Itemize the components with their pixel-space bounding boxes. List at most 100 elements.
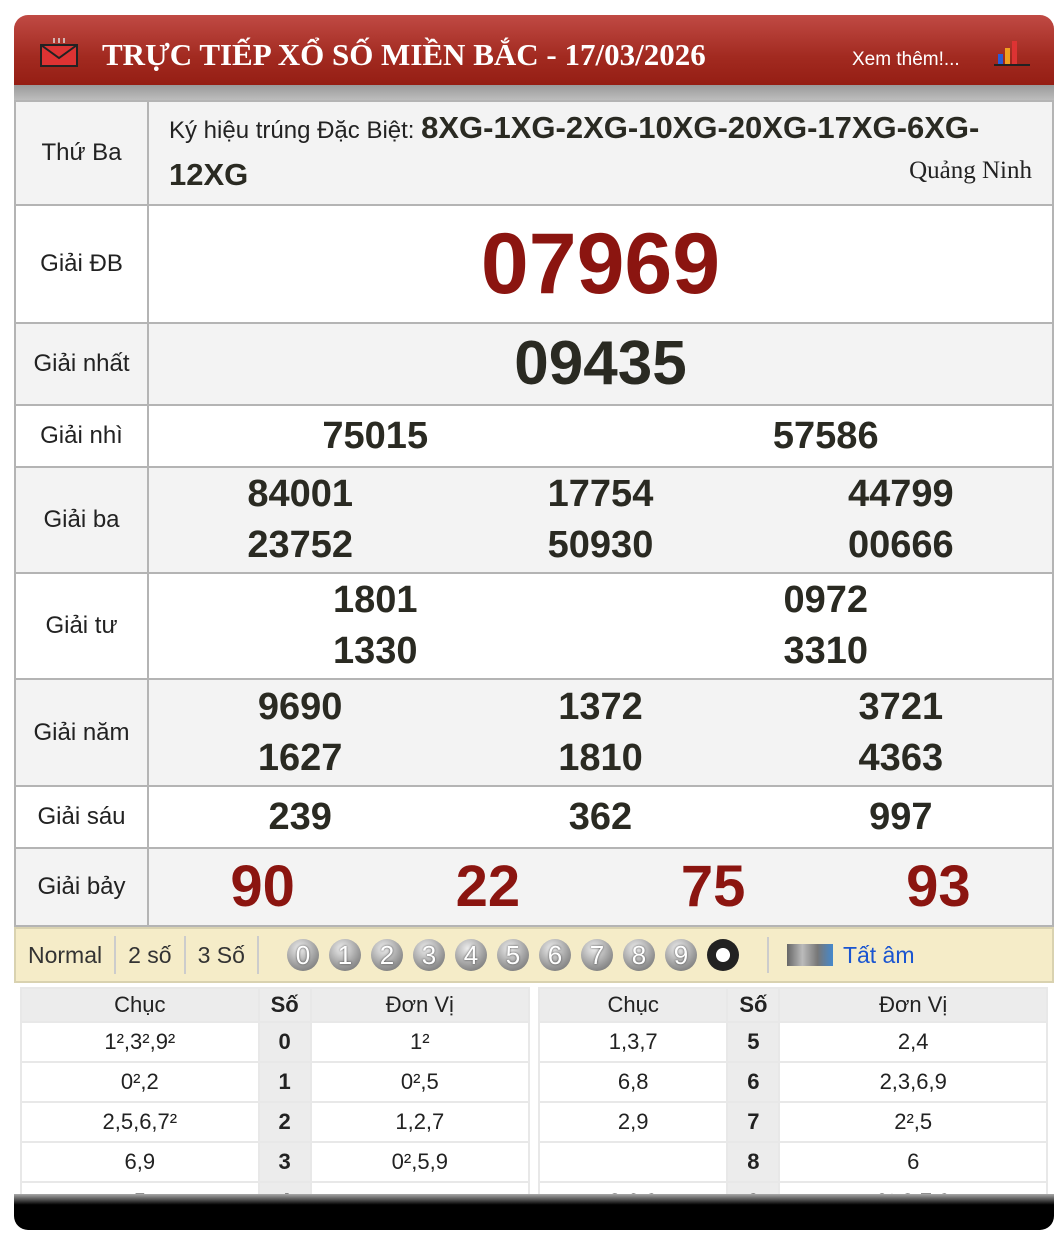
loto-row: 6,9 3 0²,5,9 xyxy=(20,1141,531,1183)
results-widget: TRỰC TIẾP XỔ SỐ MIỀN BẮC - 17/03/2026 Xe… xyxy=(14,15,1054,1230)
prize-number: 50930 xyxy=(547,524,654,566)
digit-filter-6[interactable]: 6 xyxy=(538,939,571,971)
digit-filter-5[interactable]: 5 xyxy=(496,939,529,971)
number-line: 23752 50930 00666 xyxy=(150,520,1051,571)
prize-number: 75015 xyxy=(322,414,429,457)
number-line: 09435 xyxy=(150,329,1051,398)
loto-header-row: Chục Số Đơn Vị xyxy=(20,987,531,1023)
loto-tens: 6,9 xyxy=(20,1141,260,1183)
loto-head-digit: 1 xyxy=(257,1061,312,1103)
province: Quảng Ninh xyxy=(909,157,1032,184)
loto-tens: 1²,3²,9² xyxy=(20,1021,260,1063)
loto-header: Số xyxy=(257,987,312,1023)
prize-number: 84001 xyxy=(247,473,353,515)
prize-numbers: 90 22 75 93 xyxy=(147,847,1054,927)
digit-filter-4[interactable]: 4 xyxy=(454,939,487,971)
toolbar: Normal 2 số 3 Số 0 1 2 3 4 5 6 7 8 9 Tất âm xyxy=(14,927,1054,983)
digit-filter-2[interactable]: 2 xyxy=(370,939,403,971)
loto-units: 0²,5 xyxy=(309,1061,531,1103)
digit-filter-8[interactable]: 8 xyxy=(622,939,655,971)
loto-units: 0²,5,9 xyxy=(309,1141,531,1183)
prize-number: 22 xyxy=(455,854,521,920)
prize-label: Giải ba xyxy=(14,466,149,574)
prize-number: 75 xyxy=(680,854,746,920)
loto-header: Chục xyxy=(20,987,260,1023)
loto-row: 2,9 7 2²,5 xyxy=(537,1101,1048,1143)
yin-yang-icon[interactable] xyxy=(706,939,739,971)
number-line: 84001 17754 44799 xyxy=(150,469,1051,520)
loto-head-digit: 0 xyxy=(257,1021,312,1063)
prize-label: Giải năm xyxy=(14,678,149,787)
see-more-link[interactable]: Xem thêm!... xyxy=(852,49,960,70)
page-title: TRỰC TIẾP XỔ SỐ MIỀN BẮC - 17/03/2026 xyxy=(102,37,706,72)
mute-all-link[interactable]: Tất âm xyxy=(842,941,915,968)
prize-numbers: 84001 17754 44799 23752 50930 00666 xyxy=(147,466,1054,574)
prize-label: Giải ĐB xyxy=(14,204,149,324)
loto-tens: 2,9 xyxy=(537,1101,729,1143)
loto-header: Số xyxy=(726,987,781,1023)
prize-number: 17754 xyxy=(547,473,654,515)
loto-head-digit: 6 xyxy=(726,1061,781,1103)
symbol-codes: 8XG-1XG-2XG-10XG-20XG-17XG-6XG-12XG xyxy=(169,110,980,192)
prize-row: Giải năm 9690 1372 3721 1627 1810 4363 xyxy=(14,678,1054,787)
loto-header-row: Chục Số Đơn Vị xyxy=(537,987,1048,1023)
speaker-icon[interactable] xyxy=(786,944,833,966)
loto-tens: 0²,2 xyxy=(20,1061,260,1103)
digit-filter-9[interactable]: 9 xyxy=(664,939,697,971)
digit-filter-7[interactable]: 7 xyxy=(580,939,613,971)
prize-number: 57586 xyxy=(772,414,879,457)
mode-2[interactable]: 3 Số xyxy=(186,936,259,974)
number-line: 90 22 75 93 xyxy=(150,855,1051,919)
special-symbols-cell: Ký hiệu trúng Đặc Biệt: 8XG-1XG-2XG-10XG… xyxy=(147,100,1054,206)
prize-row: Giải sáu 239 362 997 xyxy=(14,785,1054,849)
number-line: 1627 1810 4363 xyxy=(150,733,1051,784)
mail-icon xyxy=(40,38,78,67)
loto-row: 0²,2 1 0²,5 xyxy=(20,1061,531,1103)
prize-label: Giải bảy xyxy=(14,847,149,927)
prize-number: 4363 xyxy=(858,736,944,779)
mode-1[interactable]: 2 số xyxy=(116,936,186,974)
loto-head-digit: 8 xyxy=(726,1141,781,1183)
digit-filter-1[interactable]: 1 xyxy=(328,939,361,971)
prize-number: 90 xyxy=(230,854,295,920)
number-line: 1801 0972 xyxy=(150,575,1051,626)
day-label: Thứ Ba xyxy=(14,100,149,206)
loto-tens xyxy=(537,1141,729,1183)
prize-row: Giải ba 84001 17754 44799 23752 50930 00666 xyxy=(14,466,1054,574)
prize-number: 1627 xyxy=(257,736,343,779)
prize-numbers: 09435 xyxy=(147,322,1054,406)
bar-chart-icon[interactable] xyxy=(994,38,1030,66)
digit-filter-3[interactable]: 3 xyxy=(412,939,445,971)
number-line: 9690 1372 3721 xyxy=(150,682,1051,733)
footer-bar xyxy=(14,1194,1054,1230)
loto-units: 2,4 xyxy=(778,1021,1048,1063)
prize-numbers: 9690 1372 3721 1627 1810 4363 xyxy=(147,678,1054,787)
prize-number: 1330 xyxy=(332,630,418,672)
prize-row: Giải tư 1801 0972 1330 3310 xyxy=(14,572,1054,680)
loto-head-digit: 5 xyxy=(726,1021,781,1063)
number-line: 75015 57586 xyxy=(150,411,1051,462)
loto-units: 6 xyxy=(778,1141,1048,1183)
loto-header: Chục xyxy=(537,987,729,1023)
loto-units: 2²,5 xyxy=(778,1101,1048,1143)
prize-number: 1810 xyxy=(558,736,643,779)
loto-head-digit: 7 xyxy=(726,1101,781,1143)
digit-filter-0[interactable]: 0 xyxy=(286,939,319,971)
prize-numbers: 07969 xyxy=(147,204,1054,324)
prize-row: Giải nhất 09435 xyxy=(14,322,1054,406)
results-table: Thứ Ba Ký hiệu trúng Đặc Biệt: 8XG-1XG-2… xyxy=(14,100,1054,927)
prize-number: 9690 xyxy=(257,685,343,728)
mode-0[interactable]: Normal xyxy=(16,936,117,974)
prize-number: 93 xyxy=(906,854,971,920)
loto-tens: 6,8 xyxy=(537,1061,729,1103)
loto-table-right: Chục Số Đơn Vị 1,3,7 5 2,4 6,8 6 2,3,6,9 2,9 7 2²,5… xyxy=(537,987,1048,1223)
prize-number: 1801 xyxy=(332,579,418,621)
loto-row: 1,3,7 5 2,4 xyxy=(537,1021,1048,1063)
loto-header: Đơn Vị xyxy=(778,987,1048,1023)
prize-label: Giải tư xyxy=(14,572,149,680)
header: TRỰC TIẾP XỔ SỐ MIỀN BẮC - 17/03/2026 Xe… xyxy=(14,15,1054,85)
prize-label: Giải nhất xyxy=(14,322,149,406)
number-line: 1330 3310 xyxy=(150,626,1051,677)
loto-table-left: Chục Số Đơn Vị 1²,3²,9² 0 1² 0²,2 1 0²,5 2,5,6,7²… xyxy=(20,987,531,1223)
